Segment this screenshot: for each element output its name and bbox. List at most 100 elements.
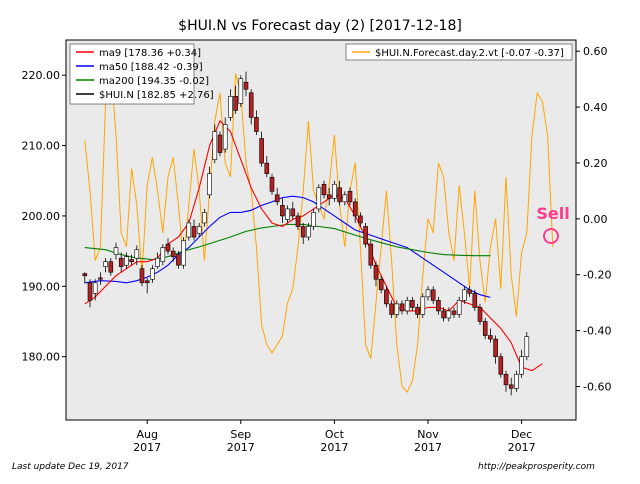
candle-body <box>160 247 166 262</box>
legend-label-ma200: ma200 [194.35 -0.02] <box>99 76 209 87</box>
candle <box>248 89 254 125</box>
candle <box>332 180 337 202</box>
candle <box>389 300 394 318</box>
candle <box>462 286 467 304</box>
candle <box>176 251 181 269</box>
candle-body <box>503 373 509 386</box>
candle-body <box>477 307 483 322</box>
candle-body <box>274 194 280 203</box>
candle <box>134 245 140 266</box>
candle <box>228 89 233 121</box>
footer-source-url: http://peakprosperity.com <box>478 462 595 472</box>
candle <box>160 244 166 266</box>
candle <box>139 265 145 287</box>
candle-body <box>337 187 342 203</box>
candle-body <box>176 254 181 266</box>
candle <box>254 110 259 135</box>
x-tick-label-year: 2017 <box>508 441 536 454</box>
candle <box>280 198 285 223</box>
candle <box>82 272 88 284</box>
candle-body <box>404 300 410 312</box>
candle-body <box>415 307 420 315</box>
candle <box>373 261 379 287</box>
candle <box>316 184 322 213</box>
chart-title: $HUI.N vs Forecast day (2) [2017-12-18] <box>178 18 462 34</box>
candle-body <box>269 176 275 192</box>
candle <box>87 279 93 308</box>
candle <box>259 131 264 167</box>
candle-body <box>103 261 108 267</box>
x-tick-label-month: Dec <box>511 428 532 441</box>
candle-body <box>311 212 316 227</box>
sell-annotation-circle <box>543 228 559 244</box>
candle <box>472 289 478 311</box>
y-left-tick-label: 210.00 <box>22 140 61 153</box>
candle <box>155 252 160 269</box>
candle <box>337 180 342 206</box>
candle-body <box>217 134 223 153</box>
candle <box>503 370 509 392</box>
candle <box>352 198 358 223</box>
sell-annotation-label: Sell <box>536 204 569 223</box>
y-right-tick-label: 0.60 <box>583 45 608 58</box>
candle-body <box>118 257 124 267</box>
candle <box>368 240 374 269</box>
candle <box>217 131 223 157</box>
candle <box>196 222 202 238</box>
candle <box>144 277 150 294</box>
candle-body <box>363 226 368 245</box>
candle-body <box>378 278 384 291</box>
candle <box>514 370 519 392</box>
candle-body <box>332 183 337 199</box>
candle <box>233 85 238 114</box>
candle-body <box>92 282 98 294</box>
legend-label-price: $HUI.N [182.85 +2.76] <box>99 90 214 101</box>
y-right-tick-label: -0.60 <box>583 380 611 393</box>
candle <box>326 187 332 206</box>
candle <box>269 173 275 195</box>
candle-body <box>248 92 254 118</box>
candle <box>181 237 186 269</box>
candle <box>342 191 348 206</box>
x-tick-label-year: 2017 <box>414 441 442 454</box>
candle <box>441 307 446 322</box>
candle-body <box>191 226 197 238</box>
candle-body <box>524 336 530 357</box>
candle-body <box>373 264 379 280</box>
candle <box>129 254 134 266</box>
candle-body <box>243 81 249 90</box>
candle-body <box>139 268 145 284</box>
candle-body <box>186 222 192 238</box>
candle <box>436 296 441 315</box>
candle-body <box>108 261 114 273</box>
candle-body <box>425 289 431 298</box>
candle-body <box>150 268 155 280</box>
y-right-tick-label: 0.00 <box>583 213 608 226</box>
candle-body <box>456 300 462 315</box>
candle <box>384 286 389 308</box>
candle-body <box>181 240 186 266</box>
legend-left: ma9 [178.36 +0.34] ma50 [188.42 -0.39] ma2… <box>69 43 214 105</box>
candle-body <box>170 250 176 258</box>
candle <box>404 296 410 315</box>
candle-body <box>394 303 400 315</box>
candle <box>493 335 498 364</box>
candle <box>347 187 353 206</box>
candle <box>264 156 270 178</box>
y-axis-left: 180.00 190.00 200.00 210.00 220.00 <box>22 69 66 364</box>
candle-body <box>389 303 394 315</box>
y-right-tick-label: 0.40 <box>583 101 608 114</box>
candle-body <box>368 243 374 266</box>
candle <box>274 187 280 206</box>
candle <box>222 117 228 153</box>
candle-layer <box>82 71 530 396</box>
candle-body <box>352 201 358 217</box>
candle-body <box>321 183 327 196</box>
candle <box>524 332 530 361</box>
candle <box>425 286 431 301</box>
candle-body <box>472 293 478 308</box>
candle <box>519 349 524 378</box>
candle <box>430 286 436 304</box>
